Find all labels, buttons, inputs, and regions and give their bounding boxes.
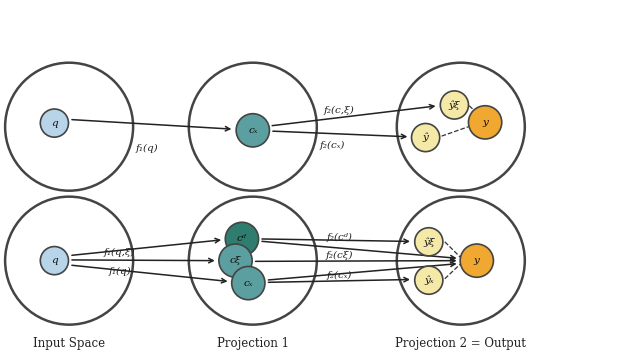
- Ellipse shape: [397, 63, 525, 191]
- Ellipse shape: [40, 247, 68, 275]
- Text: ŷξ: ŷξ: [423, 237, 435, 247]
- Text: cₓ: cₓ: [248, 126, 257, 135]
- Text: f₂(cᵈ): f₂(cᵈ): [326, 233, 352, 242]
- Ellipse shape: [189, 63, 317, 191]
- Text: ŷₓ: ŷₓ: [424, 275, 433, 285]
- Ellipse shape: [415, 266, 443, 294]
- Text: q: q: [51, 119, 58, 127]
- Text: q: q: [51, 256, 58, 265]
- Text: f₂(cξ): f₂(cξ): [326, 251, 353, 260]
- Ellipse shape: [5, 197, 133, 325]
- Ellipse shape: [397, 197, 525, 325]
- Ellipse shape: [40, 109, 68, 137]
- Text: cξ: cξ: [230, 256, 241, 265]
- Ellipse shape: [412, 123, 440, 152]
- Ellipse shape: [460, 244, 493, 277]
- Ellipse shape: [189, 197, 317, 325]
- Ellipse shape: [225, 222, 259, 256]
- Ellipse shape: [219, 244, 252, 277]
- Ellipse shape: [236, 114, 269, 147]
- Ellipse shape: [415, 228, 443, 256]
- Text: y: y: [482, 118, 488, 127]
- Text: Projection 2 = Output: Projection 2 = Output: [396, 337, 526, 350]
- Ellipse shape: [468, 106, 502, 139]
- Ellipse shape: [440, 91, 468, 119]
- Text: f₂(c,ξ): f₂(c,ξ): [324, 106, 355, 115]
- Text: Projection 1: Projection 1: [217, 337, 289, 350]
- Text: f₂(cₓ): f₂(cₓ): [320, 141, 346, 150]
- Text: cᵈ: cᵈ: [237, 235, 247, 243]
- Text: cₓ: cₓ: [244, 279, 253, 287]
- Text: f₁(q): f₁(q): [136, 144, 159, 153]
- Ellipse shape: [5, 63, 133, 191]
- Text: Input Space: Input Space: [33, 337, 105, 350]
- Text: f₁(q): f₁(q): [109, 267, 132, 276]
- Text: y: y: [474, 256, 480, 265]
- Text: ŷξ: ŷξ: [449, 100, 460, 110]
- Ellipse shape: [232, 266, 265, 300]
- Text: f₂(cₓ): f₂(cₓ): [326, 270, 352, 280]
- Text: f₁(q,ξ): f₁(q,ξ): [103, 247, 135, 257]
- Text: ŷ: ŷ: [422, 133, 429, 142]
